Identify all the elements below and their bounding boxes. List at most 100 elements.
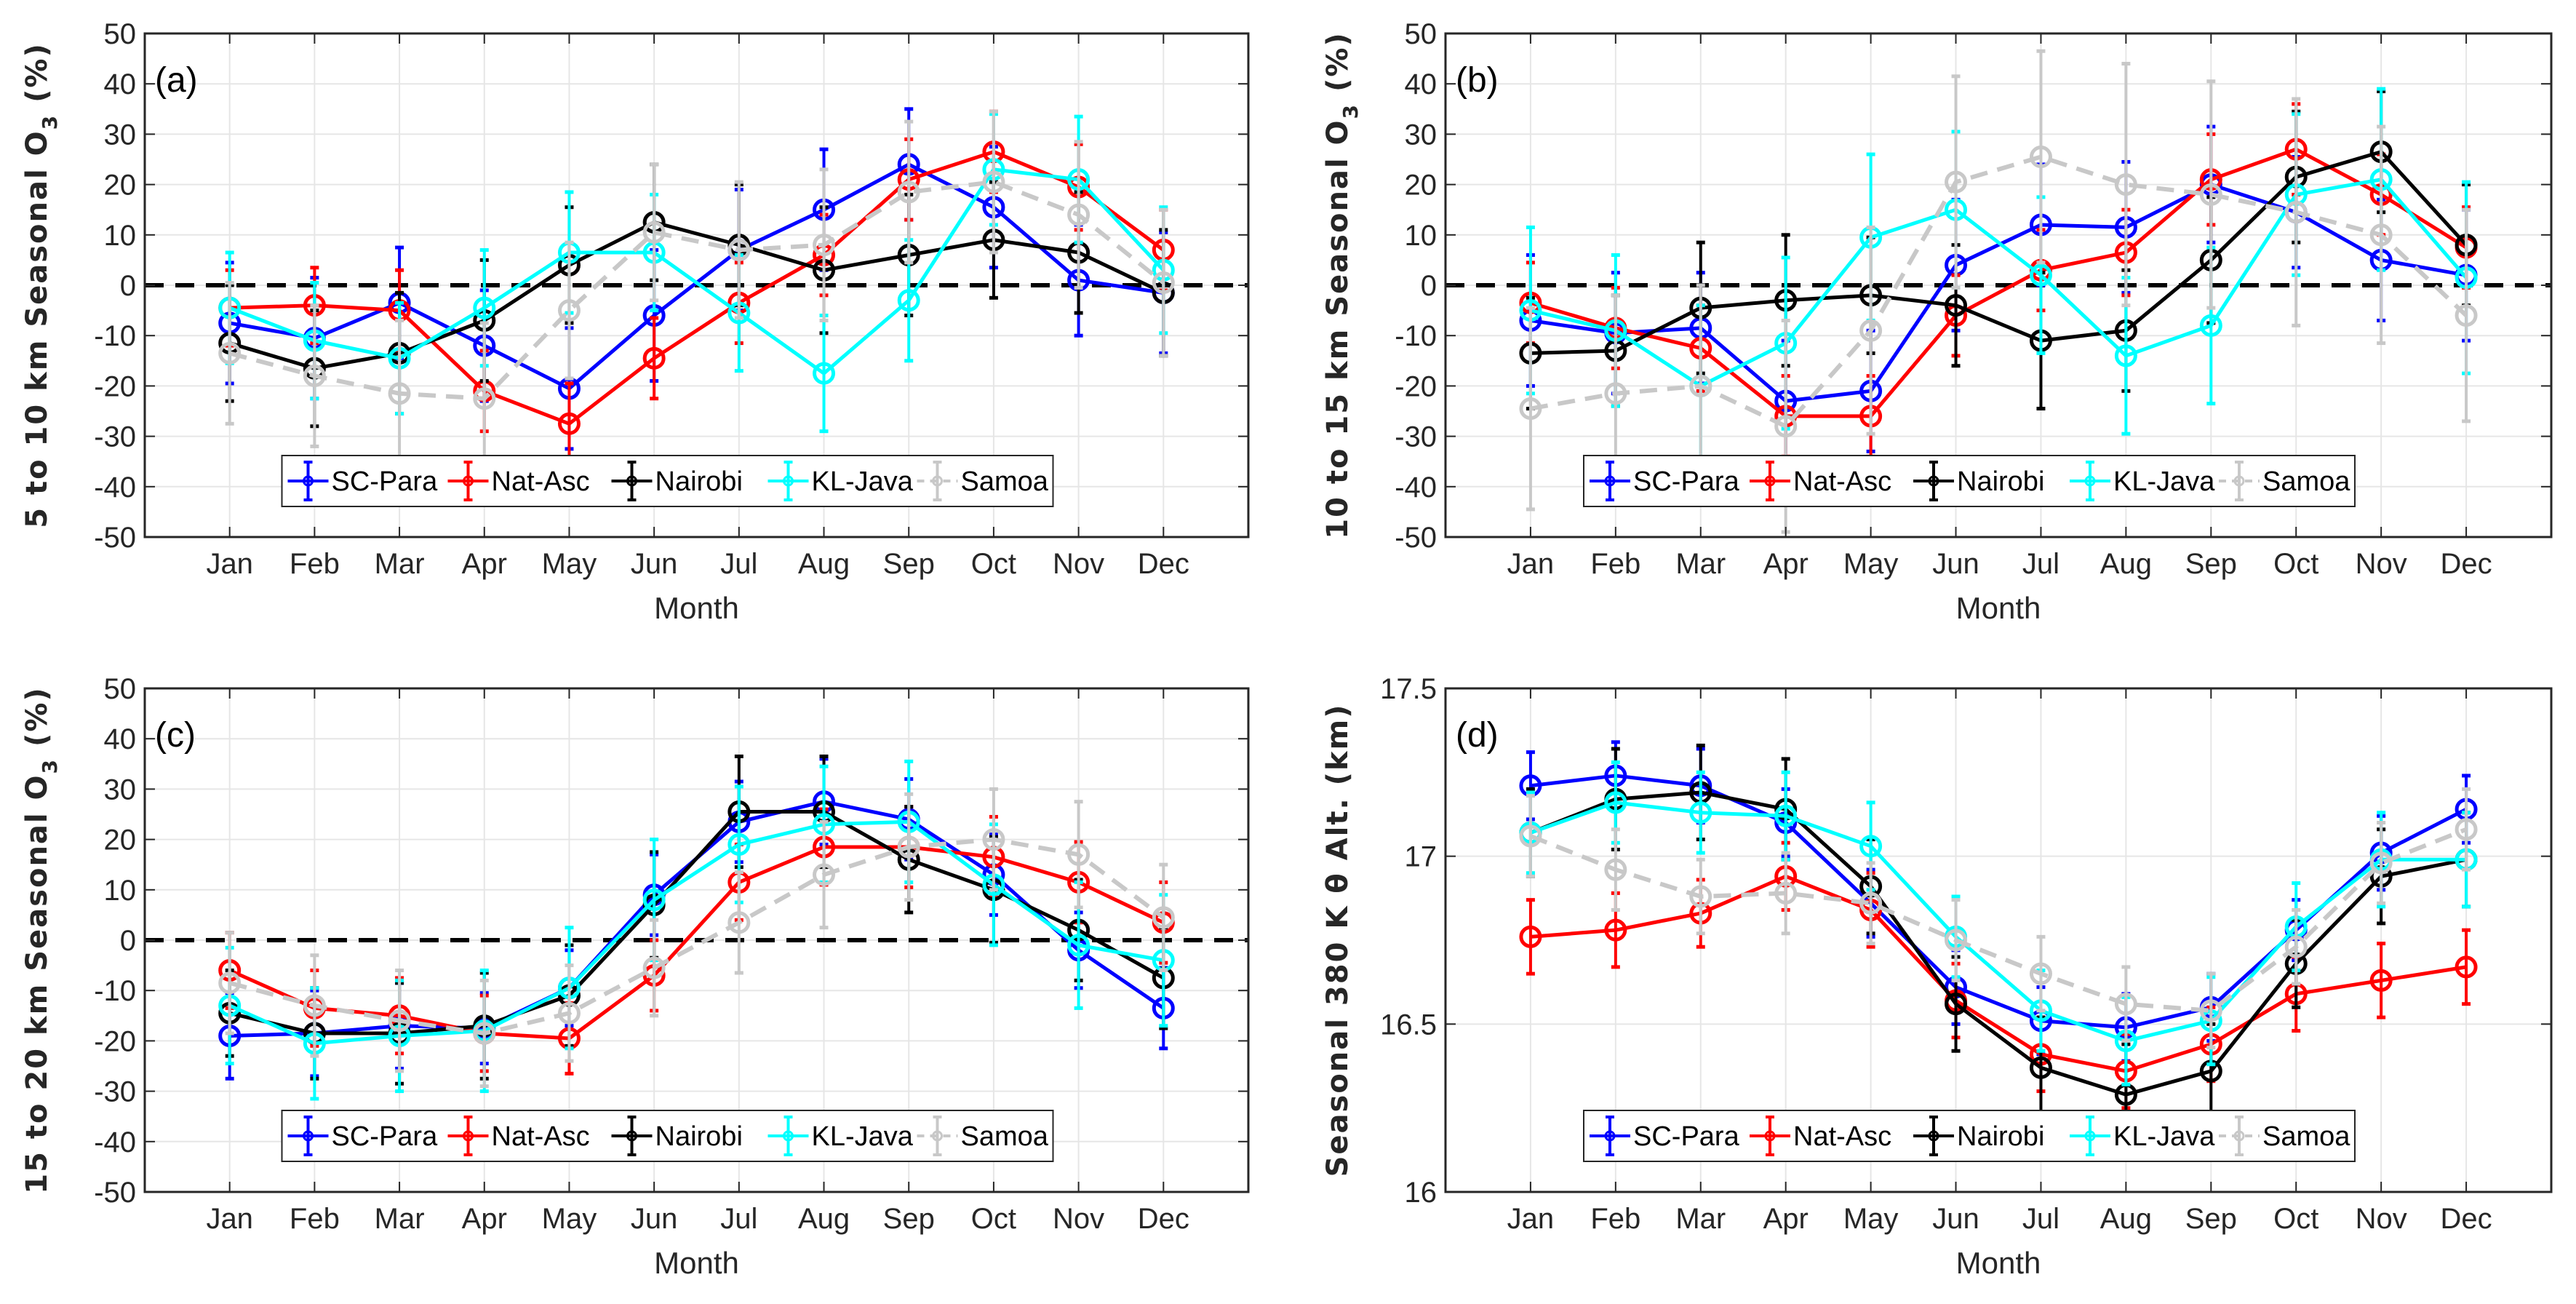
legend-label: KL-Java <box>2113 1121 2215 1152</box>
data-point <box>813 863 836 886</box>
data-point <box>1604 791 1627 814</box>
series-line <box>228 819 1164 1046</box>
legend-label: Samoa <box>961 466 1049 497</box>
x-tick-label: Aug <box>2100 1203 2152 1235</box>
legend-marker-icon <box>1928 475 1939 487</box>
x-tick-label: Mar <box>1675 548 1726 580</box>
legend-marker-icon <box>626 475 637 487</box>
series-samoa <box>218 109 1175 476</box>
y-tick-label: 50 <box>1405 18 1437 50</box>
panel-label: (c) <box>155 716 196 755</box>
x-tick-label: Dec <box>1138 1203 1189 1235</box>
plot-area <box>1445 688 2551 1192</box>
data-point <box>2029 962 2052 985</box>
data-point <box>1067 934 1090 957</box>
panel-label: (b) <box>1456 61 1499 100</box>
y-axis-label: 5 to 10 km Seasonal O3 (%) <box>20 42 62 528</box>
y-axis-label-subscript: 3 <box>38 758 62 774</box>
legend: SC-Para Nat-Asc Nairobi KL-Java Samoa <box>281 455 1054 507</box>
data-point <box>388 382 411 405</box>
data-point <box>218 341 242 365</box>
x-axis-label: Month <box>1956 1246 2041 1280</box>
legend-box <box>281 1110 1054 1162</box>
data-point <box>1067 843 1090 866</box>
x-axis-label: Month <box>1956 591 2041 625</box>
data-point <box>1859 835 1883 858</box>
series-line <box>228 180 1165 401</box>
data-point <box>2199 183 2222 206</box>
y-tick-label: 10 <box>1405 220 1437 252</box>
data-point <box>2029 146 2052 169</box>
series-line <box>1530 800 2467 1043</box>
legend-label: KL-Java <box>812 466 914 497</box>
series-line <box>228 845 1165 1041</box>
x-tick-label: Apr <box>1763 1203 1809 1235</box>
legend-item-kl-java: KL-Java <box>767 1116 914 1156</box>
legend-box <box>1583 455 2356 507</box>
legend-item-sc-para: SC-Para <box>287 461 438 501</box>
legend-marker-icon <box>1764 1130 1776 1142</box>
data-point <box>1945 170 1968 194</box>
data-point <box>303 994 326 1017</box>
data-point <box>1689 801 1712 824</box>
data-point <box>1859 891 1883 915</box>
data-point <box>1774 804 1798 827</box>
series-line <box>1530 154 2468 429</box>
legend-item-nairobi: Nairobi <box>611 461 743 501</box>
y-axis-label: 15 to 20 km Seasonal O3 (%) <box>20 686 62 1193</box>
y-tick-label: 50 <box>104 673 137 705</box>
legend-marker-icon <box>783 1130 794 1142</box>
y-axis-label-subscript: 3 <box>38 114 62 130</box>
x-tick-label: Sep <box>883 1203 935 1235</box>
legend-label: Nairobi <box>1957 1121 2044 1152</box>
y-axis-label: Seasonal 380 K θ Alt. (km) <box>1321 704 1355 1177</box>
y-tick-label: 0 <box>120 270 136 302</box>
data-point <box>218 971 242 995</box>
panel-d: 16 16.5 17 17.5 Jan Feb Mar Apr May Jun Jul Aug Sep O… <box>1321 673 2553 1280</box>
data-point <box>982 828 1005 851</box>
y-tick-label: -50 <box>94 522 136 554</box>
y-tick-label: -40 <box>94 472 136 504</box>
legend-label: KL-Java <box>812 1121 914 1152</box>
y-tick-label: 50 <box>104 18 137 50</box>
legend-item-nairobi: Nairobi <box>1913 1116 2044 1156</box>
data-point <box>2284 935 2308 958</box>
data-point <box>813 234 836 257</box>
x-tick-label: Nov <box>1053 1203 1104 1235</box>
x-tick-label: Jul <box>2022 548 2059 580</box>
y-axis-label-unit: (%) <box>20 42 54 103</box>
y-axis-label-main: Seasonal 380 K θ Alt. (km) <box>1321 704 1355 1177</box>
data-point <box>2284 201 2308 224</box>
data-point <box>727 911 751 934</box>
y-axis-label-main: 5 to 10 km Seasonal O <box>20 130 54 528</box>
legend-label: Samoa <box>961 1121 1049 1152</box>
data-point <box>2114 344 2137 367</box>
x-tick-label: Feb <box>290 548 340 580</box>
legend-item-samoa: Samoa <box>2219 461 2350 501</box>
data-point <box>642 888 666 912</box>
data-point <box>557 1001 581 1025</box>
y-axis-label-subscript: 3 <box>1339 103 1363 119</box>
panel-label: (d) <box>1456 716 1499 755</box>
y-tick-label: 20 <box>104 824 137 856</box>
y-tick-label: -30 <box>1395 421 1437 453</box>
x-tick-label: May <box>542 1203 597 1235</box>
legend-item-kl-java: KL-Java <box>2070 1116 2215 1156</box>
legend-marker-icon <box>2084 475 2096 487</box>
legend-item-samoa: Samoa <box>917 1116 1049 1156</box>
legend: SC-Para Nat-Asc Nairobi KL-Java Samoa <box>1583 1110 2356 1162</box>
data-point <box>557 412 581 435</box>
legend-label: Nat-Asc <box>1793 1121 1891 1152</box>
x-tick-label: Jan <box>1507 548 1555 580</box>
x-tick-label: Aug <box>798 1203 850 1235</box>
data-point <box>1774 415 1798 438</box>
data-point <box>2369 223 2393 247</box>
x-tick-label: May <box>1843 548 1899 580</box>
x-tick-label: Nov <box>1053 548 1104 580</box>
x-tick-label: Sep <box>2185 1203 2237 1235</box>
series-samoa <box>218 787 1175 1089</box>
legend-label: Nairobi <box>655 466 743 497</box>
legend-label: SC-Para <box>332 1121 439 1152</box>
y-tick-label: 0 <box>1421 270 1437 302</box>
y-axis-label: 10 to 15 km Seasonal O3 (%) <box>1321 31 1363 538</box>
